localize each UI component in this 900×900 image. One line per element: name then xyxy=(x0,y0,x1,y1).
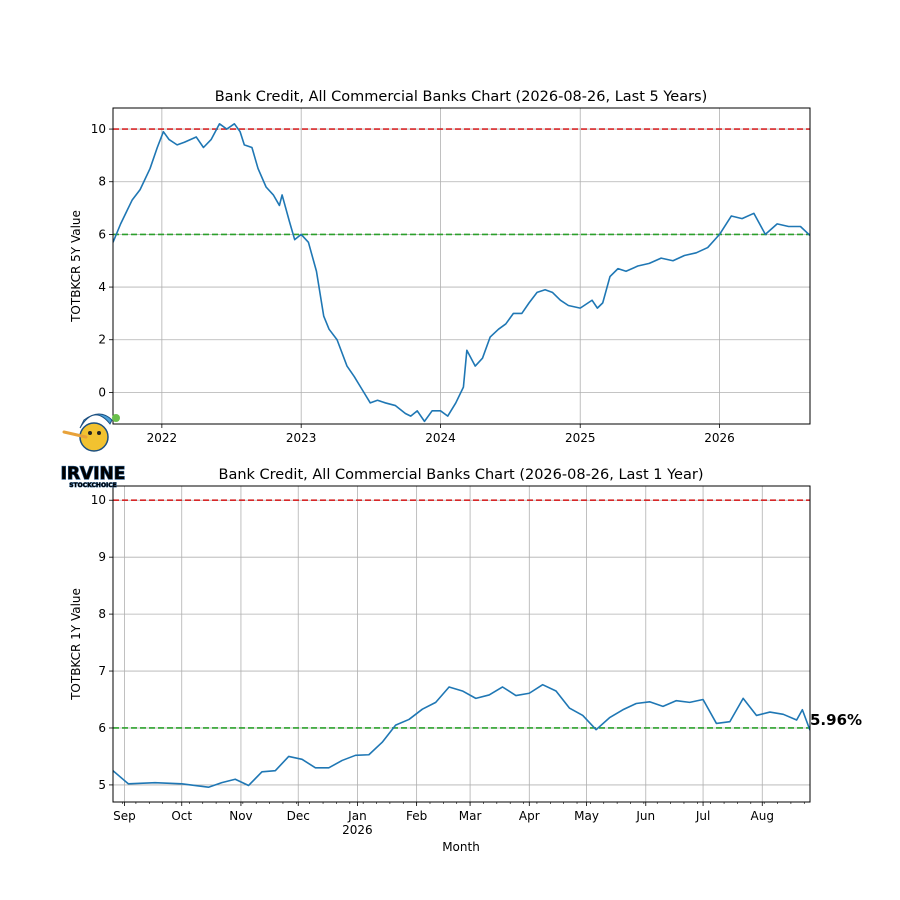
x-tick-label: Apr xyxy=(519,809,540,823)
x-tick-label: Dec xyxy=(287,809,310,823)
y-tick-label: 7 xyxy=(98,664,106,678)
x-tick-sublabel: 2026 xyxy=(342,823,373,837)
mascot-nose xyxy=(62,430,88,439)
plot-frame xyxy=(112,107,811,425)
x-tick-label: Jun xyxy=(635,809,655,823)
x-tick-label: Jan xyxy=(347,809,367,823)
y-tick-label: 2 xyxy=(98,333,106,347)
y-tick-label: 4 xyxy=(98,280,106,294)
x-tick-label: Nov xyxy=(229,809,252,823)
logo-subtext: STOCKCHOICE xyxy=(69,482,117,489)
chart-5y-ylabel: TOTBKCR 5Y Value xyxy=(69,210,83,323)
x-tick-label: 2026 xyxy=(704,431,735,445)
chart-1y-xlabel: Month xyxy=(442,840,480,854)
x-tick-label: Jul xyxy=(695,809,710,823)
grid xyxy=(113,486,810,802)
y-tick-label: 10 xyxy=(91,122,106,136)
logo-wordmark: IRVINE xyxy=(61,464,126,484)
x-tick-label: 2022 xyxy=(147,431,178,445)
series-line xyxy=(113,683,810,788)
chart-1y-ylabel: TOTBKCR 1Y Value xyxy=(69,588,83,701)
mascot-eye xyxy=(97,431,101,435)
y-tick-label: 8 xyxy=(98,607,106,621)
y-tick-label: 6 xyxy=(98,721,106,735)
mascot-eye xyxy=(88,431,92,435)
x-tick-label: Feb xyxy=(406,809,427,823)
x-tick-label: Mar xyxy=(459,809,482,823)
ticks: 0 2 4 6 8 10 2022 2023 2024 2025 2026 xyxy=(91,122,735,445)
chart-1y: Bank Credit, All Commercial Banks Chart … xyxy=(69,467,862,854)
y-tick-label: 0 xyxy=(98,385,106,399)
y-tick-label: 9 xyxy=(98,550,106,564)
y-tick-label: 6 xyxy=(98,227,106,241)
y-tick-label: 8 xyxy=(98,175,106,189)
mascot-feather xyxy=(112,414,120,422)
x-tick-label: Sep xyxy=(113,809,136,823)
y-tick-label: 5 xyxy=(98,778,106,792)
x-tick-label: Oct xyxy=(171,809,192,823)
y-tick-label: 10 xyxy=(91,493,106,507)
grid xyxy=(113,108,810,424)
mascot-hat xyxy=(79,413,113,429)
chart-1y-title: Bank Credit, All Commercial Banks Chart … xyxy=(219,467,704,483)
chart-5y: Bank Credit, All Commercial Banks Chart … xyxy=(69,89,811,445)
last-value-label: 5.96% xyxy=(810,711,862,729)
x-tick-label: May xyxy=(574,809,599,823)
x-tick-label: 2025 xyxy=(565,431,596,445)
x-tick-label: 2024 xyxy=(425,431,456,445)
plot-frame xyxy=(112,485,811,803)
chart-5y-title: Bank Credit, All Commercial Banks Chart … xyxy=(215,89,708,105)
x-tick-label: 2023 xyxy=(286,431,317,445)
x-tick-label: Aug xyxy=(751,809,774,823)
series-line xyxy=(113,123,810,423)
